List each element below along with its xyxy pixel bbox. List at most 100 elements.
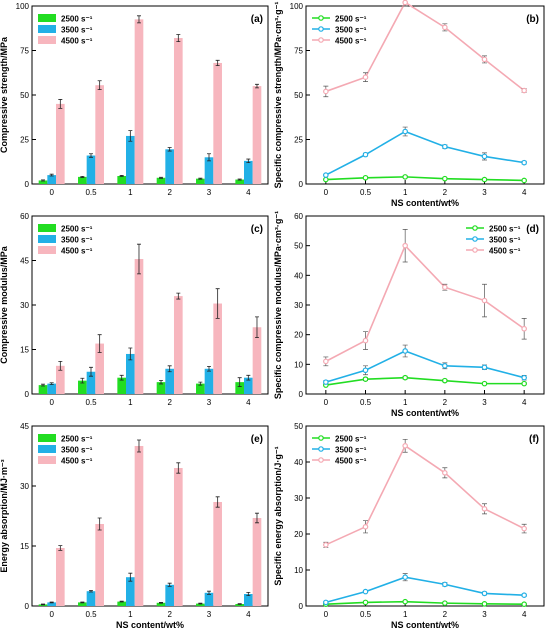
data-point [323, 541, 329, 548]
bar [204, 592, 214, 606]
error-bar [167, 582, 172, 587]
bar [252, 327, 262, 394]
legend-label: 2500 s⁻¹ [61, 435, 93, 444]
data-point [362, 151, 369, 158]
legend-marker [318, 446, 324, 452]
y-tick-label: 0 [299, 602, 304, 611]
legend-label: 4500 s⁻¹ [335, 457, 367, 466]
x-tick-label: 4 [522, 188, 527, 197]
plot-frame [31, 425, 269, 607]
panel-c: 0 15 30 45 60 0 0.5 1 2 3 4 2500 s⁻¹ 3500 s⁻¹ 4500 s⁻… [0, 212, 269, 407]
legend-marker [318, 37, 324, 43]
data-point [323, 172, 329, 178]
error-bar [128, 130, 133, 142]
data-point [402, 374, 408, 381]
data-point [362, 367, 369, 374]
x-tick-label: 3 [207, 188, 212, 197]
bar [126, 135, 135, 184]
error-bar [119, 600, 124, 603]
bar [95, 524, 104, 606]
data-point [481, 601, 488, 607]
bar [95, 343, 104, 394]
error-bar [246, 592, 251, 596]
data-point [362, 337, 369, 344]
data-point [402, 128, 408, 135]
y-tick-label: 50 [294, 91, 303, 100]
bar [252, 518, 262, 606]
series-line [325, 130, 525, 176]
y-tick-label: 30 [20, 482, 29, 491]
error-bar [58, 545, 63, 551]
legend-swatch [38, 445, 56, 453]
data-point [521, 601, 527, 608]
bar [126, 577, 135, 606]
panel-b: 0 25 50 75 100 0 0.5 1 2 3 4 2500 s⁻¹ 3500 s⁻¹ 4500 s… [273, 0, 545, 208]
legend-label: 3500 s⁻¹ [61, 26, 93, 35]
error-bar [176, 462, 181, 474]
y-tick-label: 30 [294, 494, 303, 503]
data-point [362, 588, 369, 595]
bar [204, 368, 214, 394]
error-bar [128, 347, 133, 361]
bar [244, 594, 253, 606]
data-point [323, 176, 329, 183]
x-tick-label: 0.5 [360, 610, 372, 619]
x-tick-label: 0 [49, 610, 54, 619]
error-bar [237, 178, 242, 181]
legend-swatch [38, 456, 56, 464]
bar [95, 85, 104, 184]
data-point [521, 159, 527, 166]
x-tick-label: 0 [324, 610, 329, 619]
legend-label: 4500 s⁻¹ [335, 37, 367, 46]
data-point [442, 363, 448, 369]
error-bar [237, 603, 242, 605]
y-tick-label: 20 [294, 331, 303, 340]
error-bar [207, 153, 211, 162]
series-line [325, 444, 525, 546]
bar [156, 602, 166, 606]
legend-marker [318, 15, 324, 21]
y-tick-label: 45 [20, 257, 29, 266]
error-bar [41, 383, 46, 387]
data-point [481, 176, 488, 183]
x-tick-label: 1 [128, 188, 133, 197]
series-line [325, 176, 525, 182]
legend-label: 2500 s⁻¹ [61, 15, 93, 24]
x-tick-label: 3 [207, 610, 212, 619]
panel-label: (a) [251, 14, 263, 25]
bar [55, 103, 65, 184]
y-tick-label: 0 [299, 180, 304, 189]
bar [47, 383, 56, 394]
data-point [521, 177, 527, 184]
error-bar [207, 590, 211, 595]
y-tick-label: 75 [20, 47, 29, 56]
x-tick-label: 0 [324, 398, 329, 407]
panel-d: 0 10 20 30 40 50 60 0 0.5 1 2 3 4 2500 s⁻¹ 3500 s⁻¹ 450… [273, 211, 545, 418]
y-tick-label: 100 [16, 2, 30, 11]
data-point [362, 523, 369, 530]
data-point [402, 598, 408, 605]
data-point [521, 592, 527, 599]
legend-label: 4500 s⁻¹ [61, 247, 93, 256]
error-bar [215, 59, 220, 67]
data-point [362, 74, 369, 81]
bar [134, 19, 144, 184]
bar [78, 176, 87, 184]
series-line [325, 376, 525, 386]
panel-label: (f) [529, 434, 539, 445]
legend-swatch [38, 246, 56, 254]
legend-marker [472, 236, 478, 242]
error-bar [254, 512, 259, 524]
x-tick-label: 1 [128, 610, 133, 619]
y-tick-label: 0 [25, 180, 30, 189]
x-tick-label: 1 [403, 610, 408, 619]
data-point [323, 379, 329, 385]
bar [196, 178, 205, 184]
y-axis-label: Compressive modulus/MPa [0, 245, 9, 364]
bar [252, 86, 262, 184]
x-tick-label: 2 [167, 610, 172, 619]
data-point [442, 600, 448, 606]
error-bar [80, 377, 85, 384]
bar [235, 179, 245, 184]
bar [244, 160, 253, 184]
